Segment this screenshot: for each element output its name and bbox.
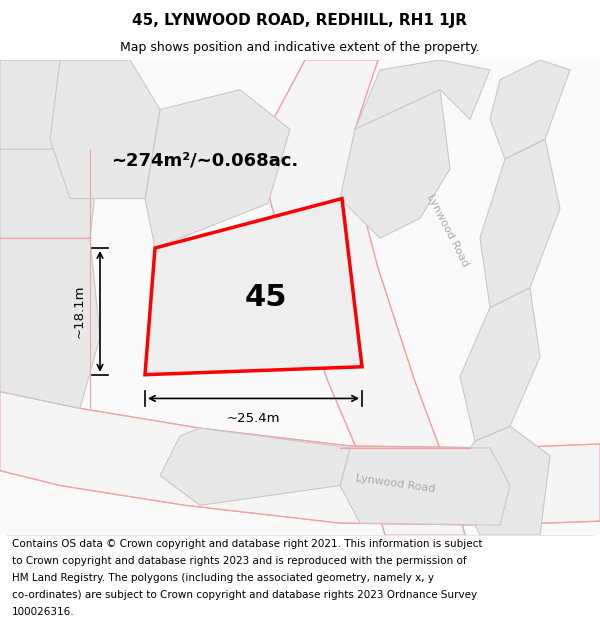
Text: 45: 45 <box>245 282 287 311</box>
Polygon shape <box>0 60 110 149</box>
Text: Lynwood Road: Lynwood Road <box>355 473 436 494</box>
Text: ~274m²/~0.068ac.: ~274m²/~0.068ac. <box>112 152 299 170</box>
Text: ~25.4m: ~25.4m <box>227 412 280 425</box>
Polygon shape <box>145 89 290 248</box>
Text: ~18.1m: ~18.1m <box>73 284 86 338</box>
Polygon shape <box>262 60 465 535</box>
Polygon shape <box>340 89 450 238</box>
Text: 45, LYNWOOD ROAD, REDHILL, RH1 1JR: 45, LYNWOOD ROAD, REDHILL, RH1 1JR <box>133 13 467 28</box>
Text: Lynwood Road: Lynwood Road <box>425 192 470 268</box>
Polygon shape <box>0 391 600 525</box>
Polygon shape <box>355 60 490 129</box>
Polygon shape <box>460 288 540 441</box>
Polygon shape <box>450 426 550 535</box>
Text: to Crown copyright and database rights 2023 and is reproduced with the permissio: to Crown copyright and database rights 2… <box>12 556 467 566</box>
Polygon shape <box>480 139 560 308</box>
Text: Contains OS data © Crown copyright and database right 2021. This information is : Contains OS data © Crown copyright and d… <box>12 539 482 549</box>
Polygon shape <box>490 60 570 159</box>
Text: co-ordinates) are subject to Crown copyright and database rights 2023 Ordnance S: co-ordinates) are subject to Crown copyr… <box>12 590 477 600</box>
Text: 100026316.: 100026316. <box>12 607 74 617</box>
Polygon shape <box>340 448 510 525</box>
Polygon shape <box>0 60 600 535</box>
Polygon shape <box>0 149 100 238</box>
Text: Map shows position and indicative extent of the property.: Map shows position and indicative extent… <box>120 41 480 54</box>
Polygon shape <box>0 238 100 408</box>
Polygon shape <box>50 60 160 199</box>
Polygon shape <box>160 428 350 505</box>
Polygon shape <box>145 199 362 374</box>
Text: HM Land Registry. The polygons (including the associated geometry, namely x, y: HM Land Registry. The polygons (includin… <box>12 572 434 582</box>
